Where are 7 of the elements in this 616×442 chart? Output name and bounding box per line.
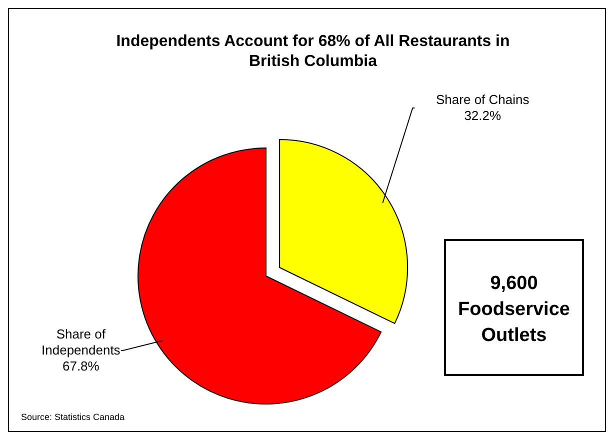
slice-label: Share of Chains [436,92,530,107]
data-label: 32.2% [464,108,502,123]
slice-label: Share of Independents [42,326,121,358]
chart-title: Independents Account for 68% of All Restaurants in British Columbia [116,33,510,70]
source-note: Source: Statistics Canada [21,412,125,422]
data-label: 67.8% [62,358,100,374]
text: 9,600 Foodservice Outlets [458,273,570,346]
